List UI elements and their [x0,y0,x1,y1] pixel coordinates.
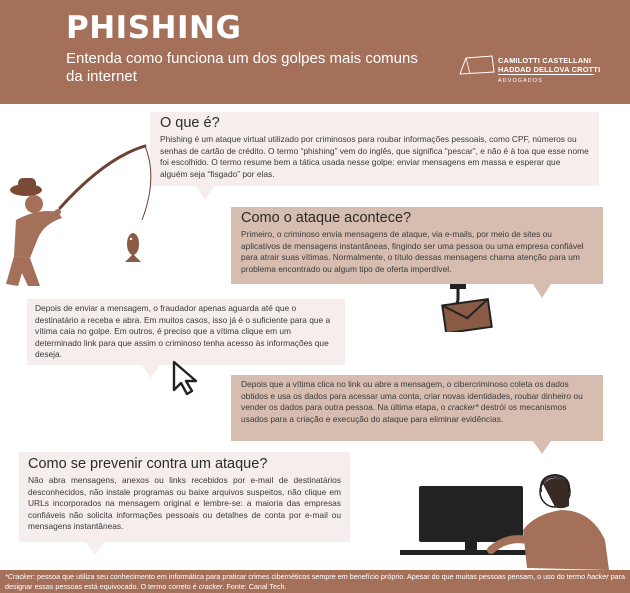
after-click-text-before: Depois que a vítima clica no link ou abr… [241,379,583,413]
fisherman-icon [6,144,152,286]
cursor-arrow-icon [172,360,198,396]
section-what-is-heading: O que é? [160,115,220,131]
section-after-click: Depois que a vítima clica no link ou abr… [231,375,603,441]
section-what-is-text: Phishing é um ataque virtual utilizado p… [160,134,589,179]
section-prevention-heading: Como se prevenir contra um ataque? [28,456,268,472]
section-prevention: Como se prevenir contra um ataque? Não a… [19,452,350,542]
section-what-is: O que é? Phishing é um ataque virtual ut… [150,112,599,186]
section-prevention-text: Não abra mensagens, anexos ou links rece… [28,475,341,532]
speech-tail [196,186,214,200]
logo-line-2: HADDAD DELLOVA CROTTI [498,65,601,74]
speech-tail [86,542,104,555]
section-after-sending: Depois de enviar a mensagem, o fraudador… [27,299,345,365]
speech-tail [533,284,551,298]
header-banner: PHISHING Entenda como funciona um dos go… [0,0,630,104]
footer-text-2: para designar essas pessoas está equivoc… [5,572,626,591]
footer-term-cracker: cracker [198,582,223,591]
logo-mark-icon [459,55,495,75]
footer-term-hacker: hacker [587,572,609,581]
section-after-click-text: Depois que a vítima clica no link ou abr… [241,379,593,425]
hooked-envelope-icon [441,284,493,332]
section-after-sending-text: Depois de enviar a mensagem, o fraudador… [35,303,331,360]
section-how-heading: Como o ataque acontece? [241,210,412,226]
person-at-computer-icon [400,473,609,570]
footer-term: *Cracker [5,572,33,581]
footer-text-1: : pessoa que utiliza seu conhecimento em… [32,572,588,581]
fish-icon [125,233,141,262]
speech-tail [533,441,551,454]
logo-text: CAMILOTTI CASTELLANI HADDAD DELLOVA CROT… [498,56,600,86]
logo-line-1: CAMILOTTI CASTELLANI [498,56,592,65]
logo-line-3: ADVOGADOS [498,78,543,84]
after-click-text-after: destrói os mecanismos usados para a cria… [241,402,567,424]
page-title: PHISHING [66,10,242,46]
section-how-text: Primeiro, o criminoso envia mensagens de… [241,229,584,274]
page-subtitle: Entenda como funciona um dos golpes mais… [66,50,418,85]
footer-text-3: . Fonte: Canal Tech. [222,582,287,591]
speech-tail [142,365,160,378]
footer-note: *Cracker: pessoa que utiliza seu conheci… [0,570,630,593]
cracker-term: cracker* [447,402,479,413]
section-how-it-happens: Como o ataque acontece? Primeiro, o crim… [231,207,603,284]
logo-divider [498,74,594,75]
